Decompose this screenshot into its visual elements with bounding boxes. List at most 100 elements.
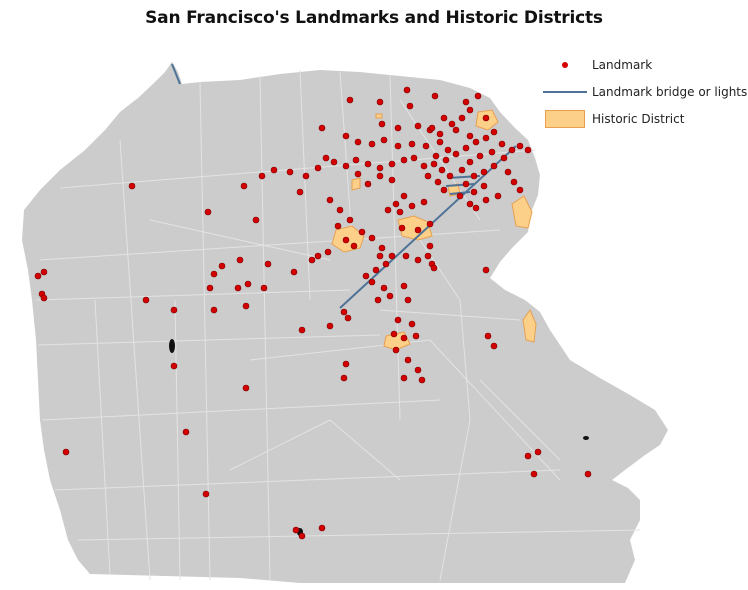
landmark-point[interactable] bbox=[414, 226, 422, 234]
landmark-point[interactable] bbox=[484, 332, 492, 340]
landmark-point[interactable] bbox=[431, 92, 439, 100]
landmark-point[interactable] bbox=[480, 168, 488, 176]
landmark-point[interactable] bbox=[534, 448, 542, 456]
landmark-point[interactable] bbox=[378, 244, 386, 252]
landmark-point[interactable] bbox=[386, 292, 394, 300]
landmark-point[interactable] bbox=[210, 270, 218, 278]
landmark-point[interactable] bbox=[490, 342, 498, 350]
landmark-point[interactable] bbox=[474, 92, 482, 100]
landmark-point[interactable] bbox=[516, 186, 524, 194]
landmark-point[interactable] bbox=[388, 176, 396, 184]
landmark-point[interactable] bbox=[436, 138, 444, 146]
landmark-point[interactable] bbox=[408, 202, 416, 210]
landmark-point[interactable] bbox=[378, 120, 386, 128]
landmark-point[interactable] bbox=[270, 166, 278, 174]
landmark-point[interactable] bbox=[342, 360, 350, 368]
landmark-point[interactable] bbox=[314, 164, 322, 172]
landmark-point[interactable] bbox=[482, 266, 490, 274]
landmark-point[interactable] bbox=[128, 182, 136, 190]
landmark-point[interactable] bbox=[342, 162, 350, 170]
landmark-point[interactable] bbox=[414, 366, 422, 374]
landmark-point[interactable] bbox=[298, 326, 306, 334]
landmark-point[interactable] bbox=[402, 252, 410, 260]
landmark-point[interactable] bbox=[390, 330, 398, 338]
landmark-point[interactable] bbox=[204, 208, 212, 216]
landmark-point[interactable] bbox=[344, 314, 352, 322]
landmark-point[interactable] bbox=[298, 532, 306, 540]
landmark-point[interactable] bbox=[362, 272, 370, 280]
landmark-point[interactable] bbox=[394, 316, 402, 324]
landmark-point[interactable] bbox=[420, 162, 428, 170]
landmark-point[interactable] bbox=[442, 156, 450, 164]
landmark-point[interactable] bbox=[440, 186, 448, 194]
landmark-point[interactable] bbox=[318, 124, 326, 132]
landmark-point[interactable] bbox=[482, 114, 490, 122]
landmark-point[interactable] bbox=[424, 172, 432, 180]
landmark-point[interactable] bbox=[426, 242, 434, 250]
landmark-point[interactable] bbox=[170, 362, 178, 370]
landmark-point[interactable] bbox=[396, 208, 404, 216]
landmark-point[interactable] bbox=[436, 130, 444, 138]
landmark-point[interactable] bbox=[516, 142, 524, 150]
landmark-point[interactable] bbox=[490, 128, 498, 136]
landmark-point[interactable] bbox=[448, 120, 456, 128]
landmark-point[interactable] bbox=[342, 132, 350, 140]
landmark-point[interactable] bbox=[292, 526, 300, 534]
landmark-point[interactable] bbox=[340, 308, 348, 316]
landmark-point[interactable] bbox=[376, 164, 384, 172]
landmark-point[interactable] bbox=[364, 180, 372, 188]
landmark-point[interactable] bbox=[472, 204, 480, 212]
landmark-point[interactable] bbox=[380, 284, 388, 292]
landmark-point[interactable] bbox=[480, 182, 488, 190]
landmark-point[interactable] bbox=[466, 200, 474, 208]
landmark-point[interactable] bbox=[422, 142, 430, 150]
landmark-point[interactable] bbox=[488, 148, 496, 156]
landmark-point[interactable] bbox=[438, 166, 446, 174]
landmark-point[interactable] bbox=[62, 448, 70, 456]
landmark-point[interactable] bbox=[504, 168, 512, 176]
landmark-point[interactable] bbox=[466, 106, 474, 114]
landmark-point[interactable] bbox=[406, 102, 414, 110]
landmark-point[interactable] bbox=[346, 96, 354, 104]
landmark-point[interactable] bbox=[472, 138, 480, 146]
landmark-point[interactable] bbox=[500, 154, 508, 162]
landmark-point[interactable] bbox=[376, 172, 384, 180]
landmark-point[interactable] bbox=[452, 150, 460, 158]
landmark-point[interactable] bbox=[314, 252, 322, 260]
landmark-point[interactable] bbox=[236, 256, 244, 264]
landmark-point[interactable] bbox=[508, 146, 516, 154]
landmark-point[interactable] bbox=[404, 296, 412, 304]
landmark-point[interactable] bbox=[458, 114, 466, 122]
landmark-point[interactable] bbox=[404, 356, 412, 364]
landmark-point[interactable] bbox=[40, 294, 48, 302]
landmark-point[interactable] bbox=[352, 156, 360, 164]
landmark-point[interactable] bbox=[324, 248, 332, 256]
landmark-point[interactable] bbox=[182, 428, 190, 436]
landmark-point[interactable] bbox=[218, 262, 226, 270]
landmark-point[interactable] bbox=[426, 220, 434, 228]
landmark-point[interactable] bbox=[584, 470, 592, 478]
landmark-point[interactable] bbox=[322, 154, 330, 162]
landmark-point[interactable] bbox=[318, 524, 326, 532]
landmark-point[interactable] bbox=[456, 192, 464, 200]
landmark-point[interactable] bbox=[330, 158, 338, 166]
landmark-point[interactable] bbox=[428, 124, 436, 132]
landmark-point[interactable] bbox=[296, 188, 304, 196]
landmark-point[interactable] bbox=[524, 452, 532, 460]
landmark-point[interactable] bbox=[354, 138, 362, 146]
landmark-point[interactable] bbox=[430, 160, 438, 168]
landmark-point[interactable] bbox=[170, 306, 178, 314]
landmark-point[interactable] bbox=[466, 132, 474, 140]
landmark-point[interactable] bbox=[412, 332, 420, 340]
landmark-point[interactable] bbox=[510, 178, 518, 186]
landmark-point[interactable] bbox=[354, 170, 362, 178]
landmark-point[interactable] bbox=[400, 156, 408, 164]
landmark-point[interactable] bbox=[400, 282, 408, 290]
landmark-point[interactable] bbox=[394, 124, 402, 132]
landmark-point[interactable] bbox=[434, 178, 442, 186]
landmark-point[interactable] bbox=[444, 146, 452, 154]
landmark-point[interactable] bbox=[142, 296, 150, 304]
landmark-point[interactable] bbox=[336, 206, 344, 214]
landmark-point[interactable] bbox=[210, 306, 218, 314]
landmark-point[interactable] bbox=[252, 216, 260, 224]
